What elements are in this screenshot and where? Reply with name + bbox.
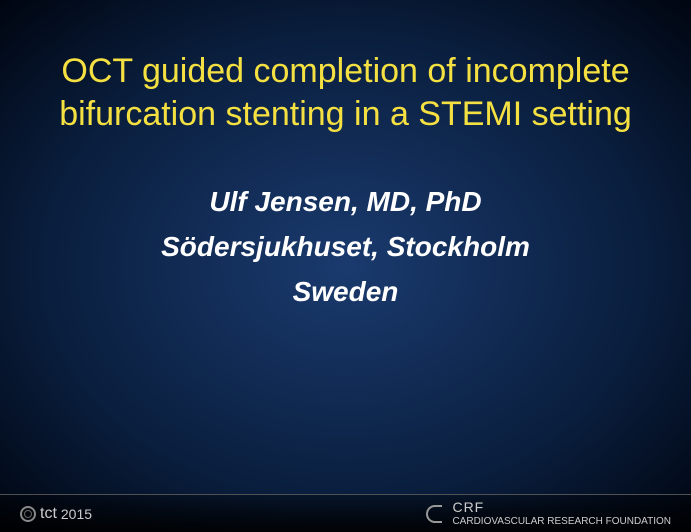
tct-logo-icon	[20, 506, 36, 522]
slide-container: OCT guided completion of incomplete bifu…	[0, 0, 691, 532]
slide-title: OCT guided completion of incomplete bifu…	[0, 50, 691, 135]
crf-logo-icon	[426, 505, 446, 521]
author-institution: Södersjukhuset, Stockholm	[161, 225, 530, 270]
tct-brand-text: tct	[40, 505, 57, 523]
crf-tagline-text: CARDIOVASCULAR RESEARCH FOUNDATION	[452, 516, 671, 527]
crf-brand-text: CRF	[452, 500, 671, 515]
crf-text-block: CRF CARDIOVASCULAR RESEARCH FOUNDATION	[452, 500, 671, 526]
footer-right-brand: CRF CARDIOVASCULAR RESEARCH FOUNDATION	[426, 500, 671, 526]
author-country: Sweden	[293, 270, 399, 315]
tct-year-text: 2015	[61, 506, 92, 522]
slide-footer: tct 2015 CRF CARDIOVASCULAR RESEARCH FOU…	[0, 494, 691, 532]
author-name: Ulf Jensen, MD, PhD	[209, 180, 481, 225]
footer-left-brand: tct 2015	[20, 505, 92, 523]
